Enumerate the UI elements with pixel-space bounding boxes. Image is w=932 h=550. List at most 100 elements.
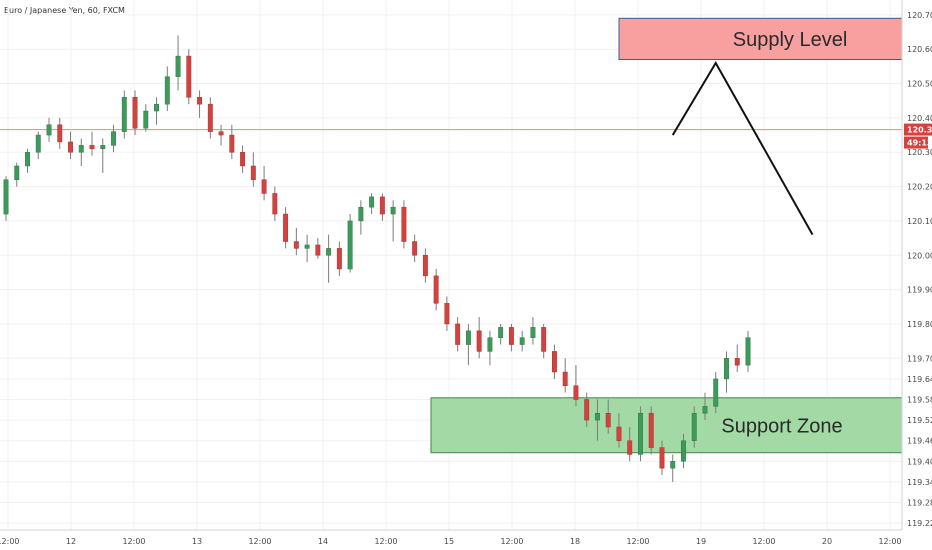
candle: [455, 317, 461, 352]
chart-title: Euro / Japanese Yen, 60, FXCM: [4, 6, 125, 15]
y-tick-label: 119.900: [907, 286, 932, 295]
time-axis[interactable]: 12:00 12 12:00 13 12:00 14 12:00 15 12:00 18 12:00…: [0, 529, 902, 546]
zones-layer: Supply Level Support Zone: [0, 17, 903, 454]
x-tick-label: 12:00: [248, 537, 271, 546]
supply-zone: [618, 17, 903, 61]
candle: [358, 200, 364, 235]
candle: [261, 165, 267, 201]
candle: [551, 344, 557, 379]
candle: [508, 323, 514, 352]
candles-layer: [3, 35, 751, 482]
candle: [519, 330, 525, 352]
candle: [111, 124, 116, 153]
countdown-value: 49:13: [907, 139, 932, 148]
candle: [616, 413, 622, 448]
x-tick-label: 12:00: [878, 537, 901, 546]
y-tick-label: 120.200: [907, 183, 932, 192]
x-tick-label: 12:00: [374, 537, 397, 546]
candle: [390, 200, 396, 242]
candle: [433, 269, 439, 311]
x-tick-label: 12:00: [0, 537, 20, 546]
candle: [594, 399, 600, 441]
candle: [702, 392, 708, 421]
candle: [347, 214, 353, 273]
candle: [154, 97, 160, 125]
support-zone: [430, 397, 903, 454]
candle: [164, 66, 170, 112]
y-tick-label: 120.400: [907, 114, 932, 123]
candle: [250, 152, 256, 187]
y-tick-label: 119.700: [907, 354, 932, 363]
candle: [498, 323, 504, 345]
x-tick-label: 12:00: [500, 537, 523, 546]
supply-zone-label: Supply Level: [733, 29, 848, 51]
candle: [412, 234, 418, 263]
candle: [648, 406, 654, 455]
candle: [272, 186, 278, 221]
candle: [68, 131, 73, 160]
candle: [14, 162, 20, 187]
x-tick-label: 20: [822, 537, 832, 546]
x-tick-label: 19: [696, 537, 706, 546]
y-tick-label: 120.100: [907, 217, 932, 226]
x-tick-label: 12: [66, 537, 76, 546]
candle: [25, 148, 30, 173]
candle: [57, 117, 63, 149]
candle: [143, 104, 149, 132]
y-tick-label: 119.460: [907, 437, 932, 446]
candle: [315, 238, 321, 259]
candle: [369, 193, 375, 215]
candle: [240, 145, 246, 173]
candle: [326, 234, 332, 283]
candle: [681, 433, 686, 469]
x-tick-label: 15: [444, 537, 454, 546]
y-tick-label: 119.280: [907, 499, 932, 508]
candle: [401, 200, 407, 249]
candle: [422, 248, 428, 283]
candle: [379, 193, 385, 221]
countdown-tag: [904, 136, 928, 149]
candle: [713, 372, 719, 414]
x-tick-label: 12:00: [626, 537, 649, 546]
candle: [218, 124, 224, 146]
y-tick-label: 119.580: [907, 396, 932, 405]
candle: [573, 365, 579, 407]
candle: [207, 97, 213, 139]
y-tick-label: 120.500: [907, 80, 932, 89]
candle: [691, 406, 697, 448]
candle: [89, 131, 95, 156]
candle: [293, 227, 299, 256]
candle: [541, 323, 547, 359]
y-tick-label: 119.800: [907, 320, 932, 329]
candle: [530, 317, 536, 345]
candle: [670, 454, 676, 482]
candle: [46, 117, 52, 142]
projection-path: [671, 60, 814, 236]
candle: [605, 399, 611, 434]
price-axis[interactable]: 120.700 120.600 120.500 120.400 120.300 120.2…: [901, 0, 932, 530]
candle: [100, 138, 106, 173]
candle: [734, 344, 740, 373]
candle: [562, 358, 568, 393]
candle: [724, 351, 729, 393]
y-tick-label: 120.600: [907, 45, 932, 54]
y-tick-label: 119.220: [907, 519, 932, 528]
candle: [132, 90, 138, 136]
x-tick-label: 13: [192, 537, 202, 546]
candle: [283, 207, 289, 249]
candle: [304, 234, 310, 263]
candle: [444, 296, 450, 331]
candle: [465, 323, 471, 366]
projection-layer: [671, 60, 814, 236]
candle: [745, 330, 751, 373]
candle: [638, 406, 643, 462]
candle: [627, 426, 633, 462]
candle: [336, 241, 342, 276]
x-tick-label: 18: [570, 537, 580, 546]
candle: [186, 49, 192, 105]
y-tick-label: 119.640: [907, 375, 932, 384]
candle: [78, 138, 84, 166]
y-tick-label: 119.340: [907, 478, 932, 487]
candle: [659, 440, 665, 476]
